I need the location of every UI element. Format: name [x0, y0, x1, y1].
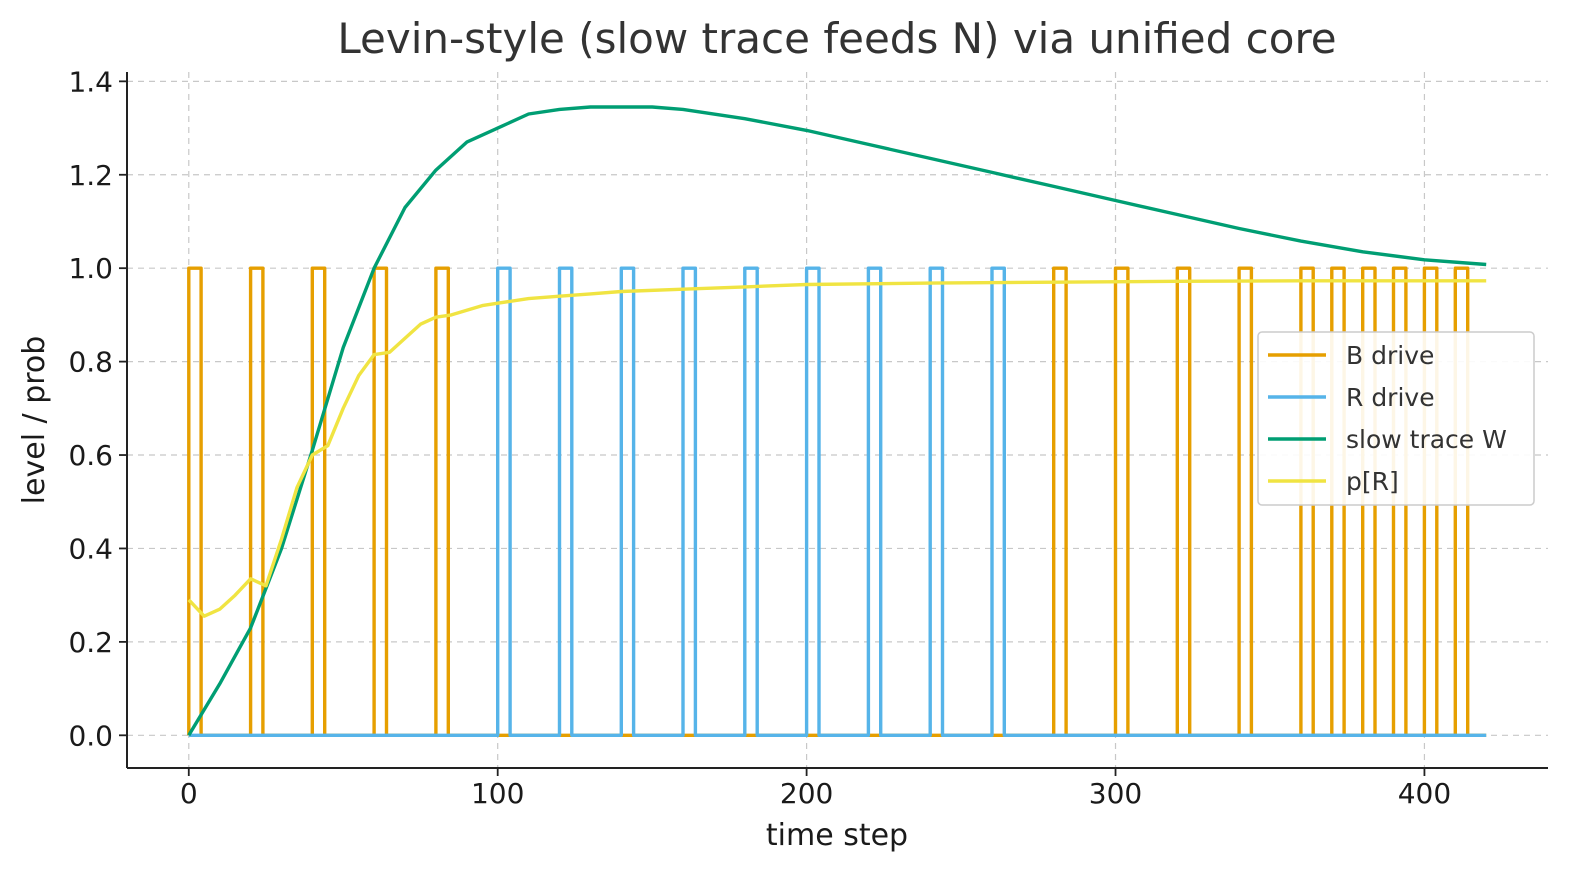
x-axis-label: time step [766, 818, 908, 853]
y-tick-label: 1.0 [68, 252, 113, 285]
ticks: 0 100 200 300 400 0.0 0.2 0.4 0.6 0.8 1.0 1.2 1.4 [68, 65, 1451, 810]
y-tick-label: 1.4 [68, 65, 113, 98]
y-tick-label: 0.2 [68, 626, 113, 659]
x-tick-label: 200 [780, 777, 833, 810]
legend-label-r-drive: R drive [1346, 383, 1435, 412]
series-line-b-drive [187, 266, 1487, 737]
y-tick-label: 0.4 [68, 532, 113, 565]
legend: B drive R drive slow trace W p[R] [1257, 331, 1535, 506]
legend-label-p-r: p[R] [1346, 467, 1399, 496]
y-tick-label: 0.8 [68, 346, 113, 379]
plot-area [187, 105, 1487, 737]
x-tick-label: 300 [1089, 777, 1142, 810]
series-line-p-r [187, 279, 1487, 618]
y-tick-label: 1.2 [68, 159, 113, 192]
y-axis-label: level / prob [17, 336, 52, 505]
y-tick-label: 0.0 [68, 719, 113, 752]
x-tick-label: 400 [1398, 777, 1451, 810]
legend-label-slow-trace-w: slow trace W [1346, 425, 1507, 454]
legend-box [1257, 331, 1535, 506]
x-tick-label: 0 [180, 777, 198, 810]
series-line-slow-trace-w [187, 105, 1487, 737]
y-tick-label: 0.6 [68, 439, 113, 472]
chart-title: Levin-style (slow trace feeds N) via uni… [337, 14, 1336, 63]
x-tick-label: 100 [471, 777, 524, 810]
series-line-r-drive [188, 266, 1487, 737]
legend-label-b-drive: B drive [1346, 341, 1434, 370]
